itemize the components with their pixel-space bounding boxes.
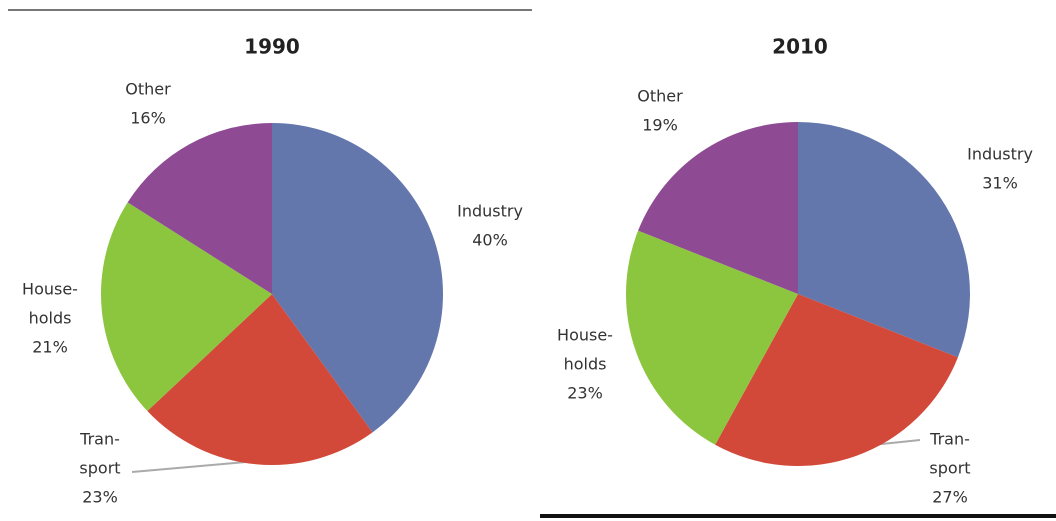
value-label: 23% (567, 384, 603, 403)
pie-slice (147, 294, 373, 466)
slice-label: Other (125, 80, 171, 99)
pie-slice (715, 294, 958, 466)
pie-slice (798, 122, 971, 358)
value-label: 27% (932, 488, 968, 507)
slice-label: sport (929, 459, 970, 478)
slice-label: Industry (967, 145, 1033, 164)
pie-slice (127, 123, 272, 294)
value-label: 23% (82, 488, 118, 507)
value-label: 40% (472, 231, 508, 250)
slice-label: Tran- (79, 430, 120, 449)
pie-slice (626, 230, 798, 445)
slice-label: House- (22, 280, 78, 299)
value-label: 21% (32, 338, 68, 357)
value-label: 16% (130, 109, 166, 128)
slice-label: holds (29, 309, 72, 328)
pie-slice (272, 123, 444, 433)
slice-label: Industry (457, 202, 523, 221)
slice-label: House- (557, 326, 613, 345)
slice-label: holds (564, 355, 607, 374)
slice-label: Tran- (929, 430, 970, 449)
chart-title: 1990 (244, 35, 300, 59)
slice-label: Other (637, 87, 683, 106)
value-label: 31% (982, 174, 1018, 193)
pie-slice (638, 121, 798, 294)
pie-slice (100, 202, 272, 412)
slice-label: sport (79, 459, 120, 478)
value-label: 19% (642, 116, 678, 135)
chart-title: 2010 (772, 35, 828, 59)
leader-line (131, 461, 247, 473)
